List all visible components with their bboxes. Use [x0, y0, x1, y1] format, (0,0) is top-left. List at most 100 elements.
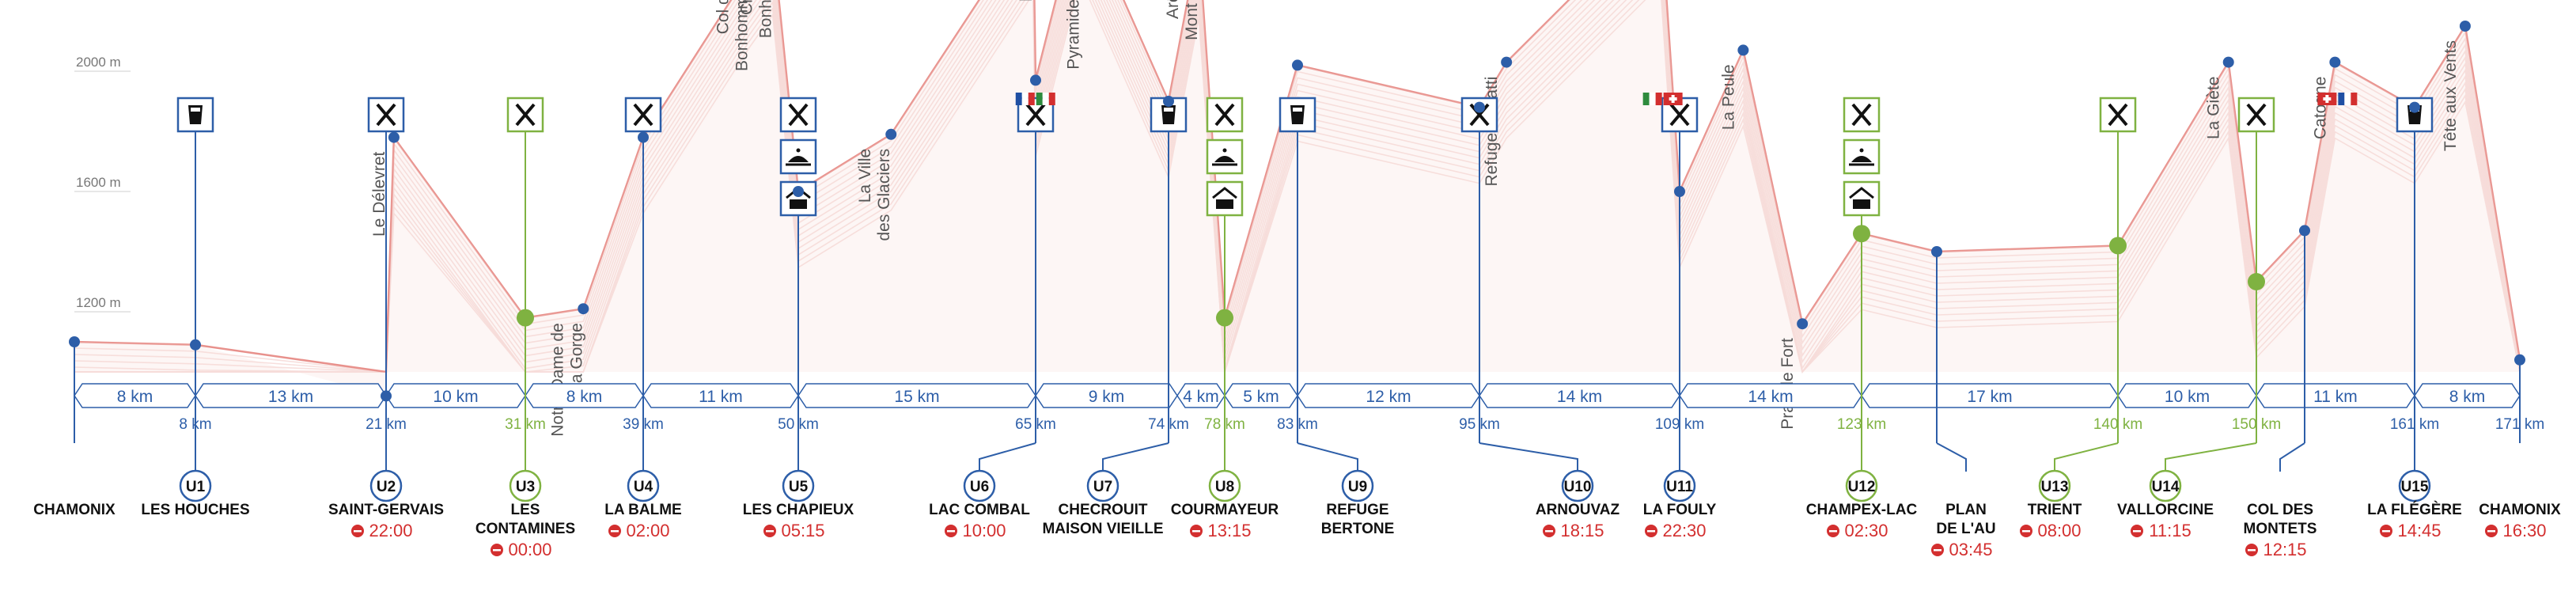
hot-meal-icon [779, 138, 817, 175]
profile-shadow-line [74, 0, 2521, 373]
checkpoint-dot [190, 339, 201, 351]
segment-distance: 17 km [1967, 388, 2012, 406]
france-flag-icon [2338, 93, 2358, 105]
checkpoint-km: 39 km [623, 416, 664, 433]
altitude-label: 2000 m [76, 55, 121, 70]
checkpoint-dot [2109, 237, 2127, 255]
segment-distance: 10 km [2165, 388, 2210, 406]
checkpoint-name: LES CHAPIEUX [743, 502, 854, 518]
food-icon [1017, 97, 1055, 133]
cutoff-time: 13:15 [1207, 521, 1251, 540]
checkpoint-connector [1936, 442, 1967, 472]
cutoff-time: 22:00 [369, 521, 412, 540]
summit-dot [885, 128, 897, 140]
aid-station-badge [2149, 469, 2182, 502]
drink-icon [176, 97, 214, 133]
cutoff-icon-bar [766, 530, 774, 533]
summit-label-line: Notre-Dame de [548, 323, 566, 437]
profile-shadow-line [74, 0, 2521, 373]
cutoff-icon-bar [1192, 530, 1200, 533]
checkpoint-name: CHAMONIX [2479, 502, 2561, 518]
aid-station-badge [963, 469, 996, 502]
checkpoint-name: MAISON VIEILLE [1042, 521, 1163, 537]
checkpoint-dot [1674, 186, 1685, 197]
knife-shape [2246, 103, 2267, 127]
aid-station-code: U7 [1093, 479, 1112, 495]
checkpoint-name: PLAN [1945, 502, 1987, 518]
checkpoint-km: 161 km [2390, 416, 2439, 433]
summit-dot [1797, 318, 1809, 330]
checkpoint-name: DE L'AU [1936, 521, 1995, 537]
cutoff-icon-bar [2248, 549, 2256, 552]
food-icon [624, 97, 662, 133]
cutoff-icon-bar [493, 549, 501, 552]
italy-flag-icon [1036, 93, 1055, 105]
segment-distance: 15 km [894, 388, 939, 406]
aid-station-badge [1341, 469, 1374, 502]
segment-distance: 8 km [566, 388, 603, 406]
summit-dot [2222, 56, 2234, 68]
summit-dot [1737, 44, 1749, 56]
cutoff-icon-bar [1545, 530, 1553, 533]
summit-label: Tête aux Vents [2442, 40, 2460, 151]
checkpoint-km: 171 km [2495, 416, 2544, 433]
aid-station-code: U3 [516, 479, 535, 495]
summit-label-line: Arête du [1164, 0, 1182, 19]
profile-shadow-line [74, 0, 2521, 373]
checkpoint-connector [1479, 442, 1578, 472]
checkpoint-dot [1030, 74, 1041, 86]
checkpoint-name: LAC COMBAL [929, 502, 1030, 518]
checkpoint-name: LES HOUCHES [141, 502, 249, 518]
flag-stripe [1021, 93, 1029, 105]
drink-icon [1279, 97, 1316, 133]
aid-station-code: U9 [1348, 479, 1367, 495]
checkpoint-dot [381, 390, 392, 402]
food-icon [506, 97, 544, 133]
food-icon [1206, 97, 1244, 133]
aid-station-badge [1845, 469, 1878, 502]
summit-dot [578, 303, 589, 315]
aid-station-code: U5 [789, 479, 809, 495]
summit-dot [1501, 56, 1513, 68]
aid-station-badge [369, 469, 403, 502]
bed-shape [1216, 199, 1233, 209]
aid-station-code: U13 [2041, 479, 2069, 495]
cloche-shape [1214, 156, 1235, 162]
summit-label: La Peule [1719, 64, 1737, 130]
cutoff-time: 02:30 [1844, 521, 1888, 540]
checkpoint-name: LA BALME [604, 502, 681, 518]
segment-distance: 14 km [1557, 388, 1602, 406]
aid-station-badge [509, 469, 542, 502]
profile-shadow-line [74, 0, 2521, 373]
flag-stripe [1048, 93, 1055, 105]
cloche-shape [788, 156, 809, 162]
sleep-icon [1206, 180, 1244, 217]
checkpoint-name: COURMAYEUR [1171, 502, 1279, 518]
flag-stripe [1642, 93, 1650, 105]
knife-shape [1669, 103, 1690, 127]
checkpoint-name: CHECROUIT [1059, 502, 1148, 518]
flag-cross [2323, 97, 2332, 100]
aid-station-badge [179, 469, 212, 502]
summit-label: Col dela Seigne [998, 0, 1036, 2]
summit-dot [2459, 21, 2471, 32]
cutoff-icon-bar [354, 530, 362, 533]
profile-line [74, 0, 2521, 373]
checkpoint-connector [2165, 442, 2257, 472]
switzerland-flag-icon [2317, 93, 2337, 105]
cutoff-icon-bar [611, 530, 619, 533]
switzerland-flag-icon [1663, 93, 1683, 105]
checkpoint-name: LES [511, 502, 540, 518]
knife-shape [515, 103, 536, 127]
glass-rim [1293, 108, 1302, 112]
profile-shadow-line [74, 0, 2521, 373]
profile-shadow-line [74, 0, 2521, 373]
summit-label: La Giète [2205, 77, 2223, 139]
aid-station-badge [2398, 469, 2431, 502]
food-icon [1843, 97, 1881, 133]
knife-shape [633, 103, 653, 127]
cutoff-time: 22:30 [1662, 521, 1706, 540]
food-icon [367, 97, 405, 133]
knife-shape [1214, 103, 1235, 127]
